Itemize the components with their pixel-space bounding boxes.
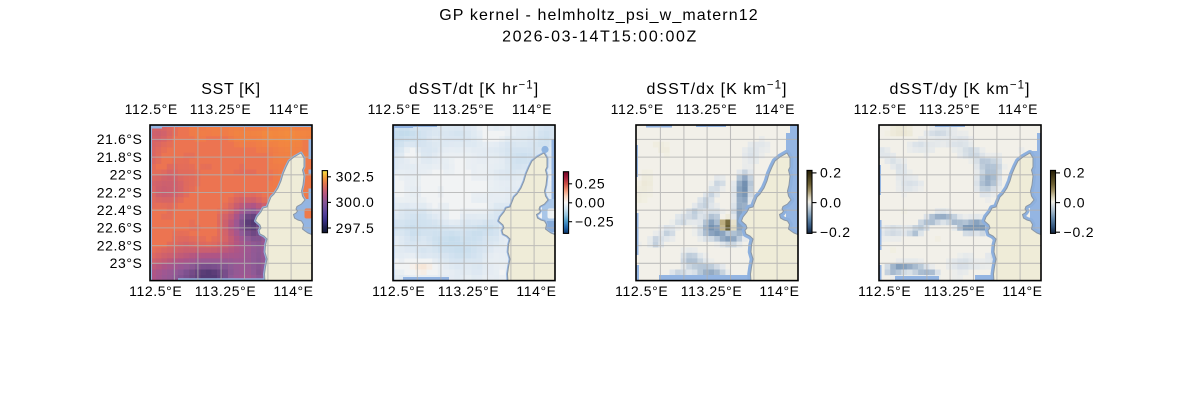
- svg-text:112.5°E: 112.5°E: [611, 101, 664, 117]
- svg-text:297.5: 297.5: [336, 220, 375, 236]
- svg-text:112.5°E: 112.5°E: [368, 101, 421, 117]
- svg-text:0.0: 0.0: [1064, 194, 1086, 210]
- svg-text:−0.2: −0.2: [820, 224, 851, 240]
- svg-text:113.25°E: 113.25°E: [681, 283, 743, 299]
- svg-text:22.8°S: 22.8°S: [97, 237, 143, 253]
- svg-text:114°E: 114°E: [1002, 283, 1042, 299]
- svg-text:114°E: 114°E: [512, 101, 552, 117]
- svg-text:113.25°E: 113.25°E: [676, 101, 738, 117]
- svg-text:23°S: 23°S: [110, 255, 143, 271]
- svg-text:0.25: 0.25: [575, 176, 605, 192]
- svg-text:0.00: 0.00: [575, 195, 605, 211]
- svg-text:0.0: 0.0: [820, 194, 842, 210]
- svg-text:114°E: 114°E: [516, 283, 556, 299]
- svg-text:114°E: 114°E: [273, 283, 313, 299]
- svg-text:112.5°E: 112.5°E: [372, 283, 425, 299]
- svg-text:112.5°E: 112.5°E: [129, 283, 182, 299]
- svg-text:302.5: 302.5: [336, 169, 375, 185]
- svg-text:114°E: 114°E: [755, 101, 795, 117]
- svg-text:dSST/dy [K km−1]: dSST/dy [K km−1]: [889, 80, 1030, 98]
- svg-text:GP kernel - helmholtz_psi_w_ma: GP kernel - helmholtz_psi_w_matern12: [439, 7, 758, 24]
- svg-text:114°E: 114°E: [269, 101, 309, 117]
- svg-text:21.8°S: 21.8°S: [97, 149, 143, 165]
- svg-text:113.25°E: 113.25°E: [919, 101, 981, 117]
- svg-text:114°E: 114°E: [998, 101, 1038, 117]
- svg-text:21.6°S: 21.6°S: [97, 131, 143, 147]
- svg-text:SST [K]: SST [K]: [201, 81, 260, 98]
- svg-text:114°E: 114°E: [759, 283, 799, 299]
- svg-text:113.25°E: 113.25°E: [190, 101, 252, 117]
- svg-text:dSST/dx [K km−1]: dSST/dx [K km−1]: [646, 80, 787, 98]
- svg-text:0.2: 0.2: [820, 165, 842, 181]
- svg-text:300.0: 300.0: [336, 194, 375, 210]
- svg-text:112.5°E: 112.5°E: [858, 283, 911, 299]
- svg-text:2026-03-14T15:00:00Z: 2026-03-14T15:00:00Z: [502, 28, 698, 45]
- svg-text:22.2°S: 22.2°S: [97, 184, 143, 200]
- svg-text:112.5°E: 112.5°E: [125, 101, 178, 117]
- svg-text:22.6°S: 22.6°S: [97, 220, 143, 236]
- svg-text:112.5°E: 112.5°E: [854, 101, 907, 117]
- svg-text:dSST/dt [K hr−1]: dSST/dt [K hr−1]: [409, 80, 539, 98]
- svg-text:−0.25: −0.25: [575, 214, 614, 230]
- svg-text:22°S: 22°S: [110, 167, 143, 183]
- svg-text:0.2: 0.2: [1064, 165, 1086, 181]
- svg-text:113.25°E: 113.25°E: [195, 283, 257, 299]
- svg-text:113.25°E: 113.25°E: [924, 283, 986, 299]
- svg-text:112.5°E: 112.5°E: [615, 283, 668, 299]
- svg-text:113.25°E: 113.25°E: [438, 283, 500, 299]
- svg-text:113.25°E: 113.25°E: [433, 101, 495, 117]
- svg-text:22.4°S: 22.4°S: [97, 202, 143, 218]
- svg-text:−0.2: −0.2: [1064, 224, 1095, 240]
